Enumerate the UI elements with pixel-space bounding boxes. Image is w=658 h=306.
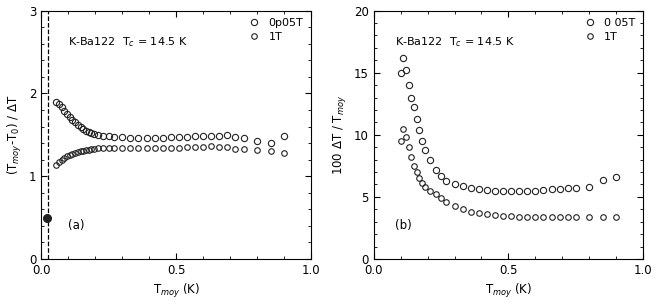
Legend: 0 05T, 1T: 0 05T, 1T (576, 16, 638, 44)
Text: (a): (a) (68, 219, 85, 232)
Y-axis label: (T$_{moy}$-T$_0$) / ΔT: (T$_{moy}$-T$_0$) / ΔT (5, 95, 24, 175)
Text: K-Ba122  T$_c$ = 14.5 K: K-Ba122 T$_c$ = 14.5 K (395, 35, 515, 49)
Legend: 0p05T, 1T: 0p05T, 1T (241, 16, 305, 44)
Text: (b): (b) (395, 219, 412, 232)
X-axis label: T$_{moy}$ (K): T$_{moy}$ (K) (485, 282, 532, 300)
X-axis label: T$_{moy}$ (K): T$_{moy}$ (K) (153, 282, 200, 300)
Y-axis label: 100 ΔT / T$_{moy}$: 100 ΔT / T$_{moy}$ (332, 95, 348, 175)
Text: K-Ba122  T$_c$ = 14.5 K: K-Ba122 T$_c$ = 14.5 K (68, 35, 188, 49)
